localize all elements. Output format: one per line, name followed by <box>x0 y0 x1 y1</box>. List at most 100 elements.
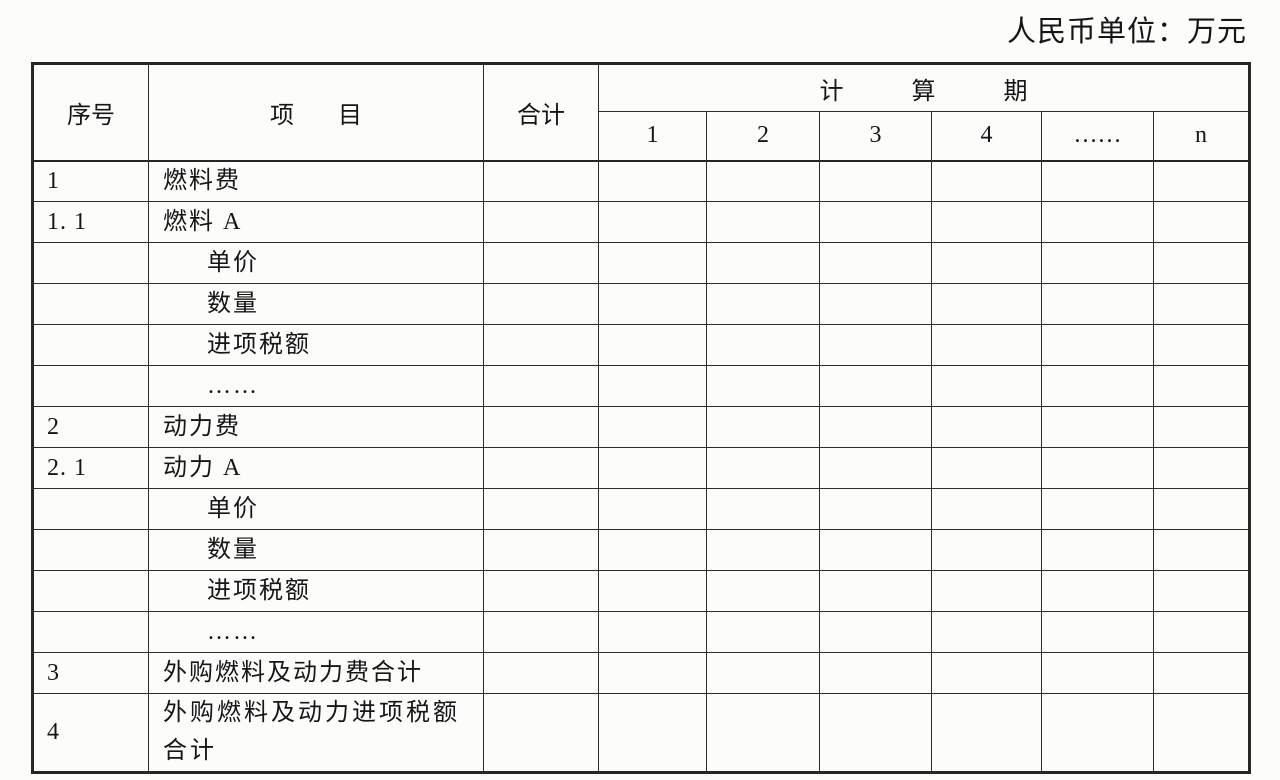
period-value-cell <box>819 283 932 325</box>
serial-cell: 2. 1 <box>32 447 149 489</box>
period-value-cell <box>819 488 932 530</box>
table-row-quantity: 数量 <box>32 529 1250 571</box>
item-cell: 燃料费 <box>148 159 484 202</box>
item-cell: 数量 <box>148 283 484 325</box>
table-row-power-cost: 2 动力费 <box>32 406 1250 448</box>
item-cell: 外购燃料及动力进项税额 合计 <box>148 693 484 773</box>
period-value-cell <box>598 201 707 243</box>
serial-cell <box>32 283 149 325</box>
period-value-cell <box>1041 283 1154 325</box>
total-value-cell <box>483 406 599 448</box>
table-row-input-tax-total: 4 外购燃料及动力进项税额 合计 <box>32 693 1250 773</box>
period-value-cell <box>1041 324 1154 366</box>
period-value-cell <box>598 365 707 407</box>
period-value-cell <box>819 529 932 571</box>
period-value-cell <box>931 652 1042 694</box>
total-value-cell <box>483 283 599 325</box>
header-period-3: 3 <box>819 111 932 161</box>
table-row-ellipsis: …… <box>32 365 1250 407</box>
item-cell: 燃料 A <box>148 201 484 243</box>
serial-cell <box>32 611 149 653</box>
header-period-1: 1 <box>598 111 707 161</box>
period-value-cell <box>598 406 707 448</box>
total-value-cell <box>483 570 599 612</box>
period-value-cell <box>1041 447 1154 489</box>
period-value-cell <box>706 159 820 202</box>
period-value-cell <box>1041 693 1154 773</box>
period-value-cell <box>1153 529 1250 571</box>
item-cell: 外购燃料及动力费合计 <box>148 652 484 694</box>
period-value-cell <box>706 570 820 612</box>
total-value-cell <box>483 365 599 407</box>
period-value-cell <box>1153 159 1250 202</box>
period-value-cell <box>706 693 820 773</box>
item-cell: 动力 A <box>148 447 484 489</box>
period-value-cell <box>819 365 932 407</box>
item-cell: 单价 <box>148 242 484 284</box>
period-value-cell <box>1041 529 1154 571</box>
total-value-cell <box>483 324 599 366</box>
total-value-cell <box>483 201 599 243</box>
period-value-cell <box>931 693 1042 773</box>
period-value-cell <box>706 324 820 366</box>
table-row-fuel-power-total: 3 外购燃料及动力费合计 <box>32 652 1250 694</box>
period-value-cell <box>1153 611 1250 653</box>
period-value-cell <box>931 159 1042 202</box>
header-total: 合计 <box>483 63 599 161</box>
period-value-cell <box>931 611 1042 653</box>
total-value-cell <box>483 159 599 202</box>
serial-cell <box>32 242 149 284</box>
period-value-cell <box>1041 652 1154 694</box>
period-value-cell <box>1153 652 1250 694</box>
serial-cell: 2 <box>32 406 149 448</box>
table-row-quantity: 数量 <box>32 283 1250 325</box>
header-serial: 序号 <box>32 63 149 161</box>
total-value-cell <box>483 488 599 530</box>
period-value-cell <box>706 488 820 530</box>
period-value-cell <box>931 447 1042 489</box>
table-row-input-tax: 进项税额 <box>32 570 1250 612</box>
period-value-cell <box>819 652 932 694</box>
total-value-cell <box>483 242 599 284</box>
period-value-cell <box>931 324 1042 366</box>
serial-cell <box>32 570 149 612</box>
total-value-cell <box>483 652 599 694</box>
item-cell: 数量 <box>148 529 484 571</box>
period-value-cell <box>931 201 1042 243</box>
period-value-cell <box>1153 324 1250 366</box>
header-period-ellipsis: …… <box>1041 111 1154 161</box>
header-calc-period: 计 算 期 <box>598 63 1250 112</box>
total-value-cell <box>483 447 599 489</box>
period-value-cell <box>598 529 707 571</box>
period-value-cell <box>931 283 1042 325</box>
period-value-cell <box>819 242 932 284</box>
period-value-cell <box>1041 242 1154 284</box>
table-row-unit-price: 单价 <box>32 242 1250 284</box>
period-value-cell <box>706 242 820 284</box>
period-value-cell <box>706 529 820 571</box>
period-value-cell <box>706 365 820 407</box>
period-value-cell <box>1041 159 1154 202</box>
period-value-cell <box>598 693 707 773</box>
period-value-cell <box>931 488 1042 530</box>
total-value-cell <box>483 693 599 773</box>
period-value-cell <box>1153 283 1250 325</box>
period-value-cell <box>1153 570 1250 612</box>
table-row-unit-price: 单价 <box>32 488 1250 530</box>
period-value-cell <box>1041 201 1154 243</box>
period-value-cell <box>706 201 820 243</box>
period-value-cell <box>598 242 707 284</box>
serial-cell <box>32 365 149 407</box>
period-value-cell <box>931 529 1042 571</box>
period-value-cell <box>1153 201 1250 243</box>
period-value-cell <box>598 159 707 202</box>
period-value-cell <box>706 406 820 448</box>
item-cell: …… <box>148 365 484 407</box>
period-value-cell <box>1153 242 1250 284</box>
period-value-cell <box>819 159 932 202</box>
item-cell: 动力费 <box>148 406 484 448</box>
period-value-cell <box>706 283 820 325</box>
period-value-cell <box>931 570 1042 612</box>
table-row-input-tax: 进项税额 <box>32 324 1250 366</box>
header-period-n: n <box>1153 111 1250 161</box>
